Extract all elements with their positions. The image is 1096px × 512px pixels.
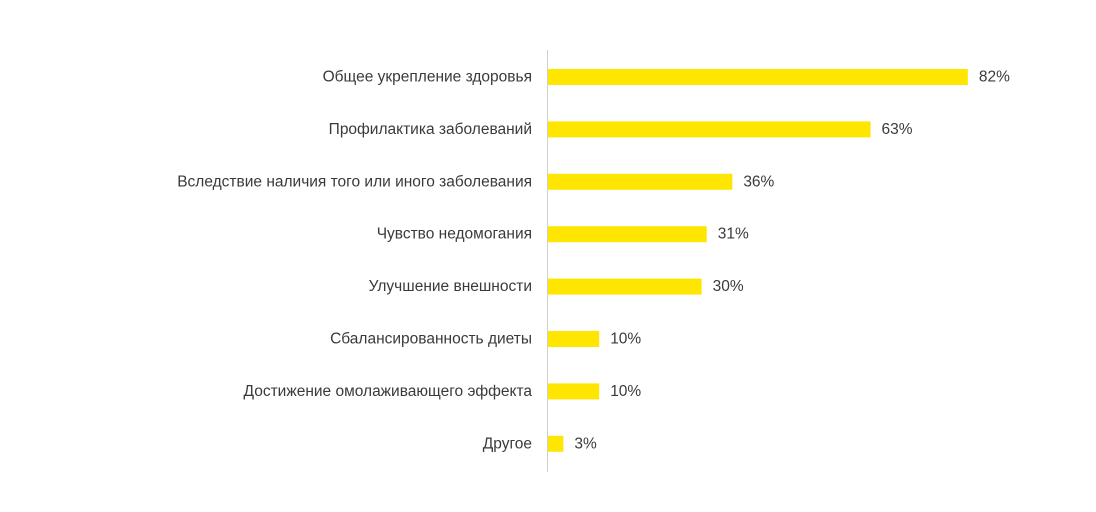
value-label: 10% <box>610 331 641 348</box>
category-label: Вследствие наличия того или иного заболе… <box>177 173 532 190</box>
bar <box>548 278 702 295</box>
bar <box>548 331 600 347</box>
value-label: 10% <box>610 383 641 400</box>
bar <box>548 121 871 138</box>
value-label: 3% <box>574 435 597 452</box>
value-label: 63% <box>882 121 913 138</box>
value-label: 30% <box>713 278 744 295</box>
category-label: Общее укрепление здоровья <box>323 69 532 86</box>
bar <box>548 173 733 190</box>
category-labels-group: Общее укрепление здоровья Профилактика за… <box>177 69 532 453</box>
bar <box>548 383 600 400</box>
bars-group <box>548 69 968 452</box>
value-label: 31% <box>718 226 749 243</box>
category-label: Профилактика заболеваний <box>329 121 532 138</box>
category-label: Сбалансированность диеты <box>330 331 532 348</box>
category-label: Чувство недомогания <box>377 226 532 243</box>
bar <box>548 435 564 452</box>
value-label: 82% <box>979 69 1010 86</box>
value-labels-group: 82% 63% 36% 31% 30% 10% 10% 3% <box>574 69 1010 453</box>
category-label: Достижение омолаживающего эффекта <box>244 383 533 400</box>
category-label: Другое <box>483 435 532 452</box>
category-label: Улучшение внешности <box>369 278 532 295</box>
value-label: 36% <box>743 173 774 190</box>
bar <box>548 69 968 85</box>
bar <box>548 226 707 243</box>
